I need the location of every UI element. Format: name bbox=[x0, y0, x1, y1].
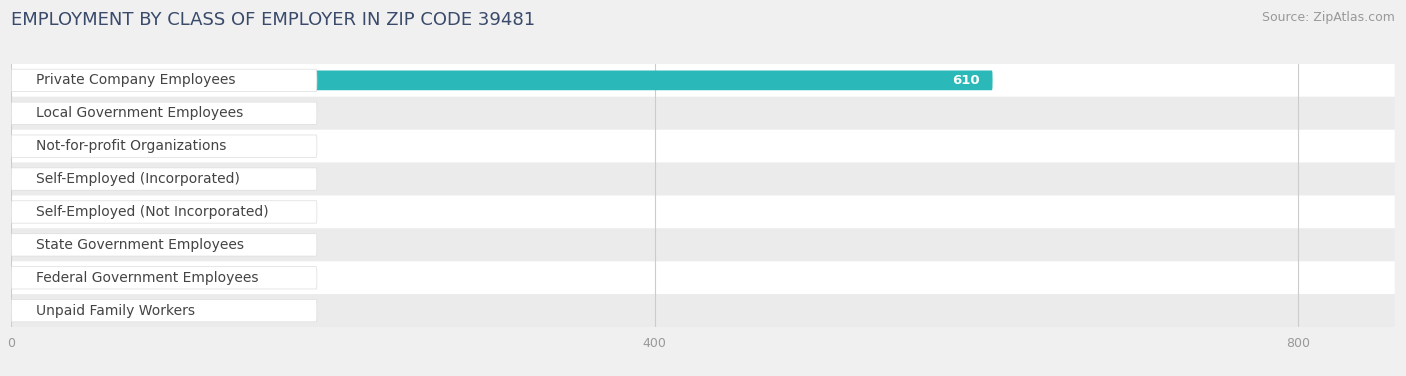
FancyBboxPatch shape bbox=[11, 196, 1395, 229]
FancyBboxPatch shape bbox=[11, 234, 316, 256]
FancyBboxPatch shape bbox=[11, 294, 1395, 327]
Text: Source: ZipAtlas.com: Source: ZipAtlas.com bbox=[1261, 11, 1395, 24]
Text: Federal Government Employees: Federal Government Employees bbox=[35, 271, 259, 285]
FancyBboxPatch shape bbox=[11, 235, 111, 255]
Text: 0: 0 bbox=[124, 205, 132, 218]
FancyBboxPatch shape bbox=[11, 301, 111, 320]
Text: Local Government Employees: Local Government Employees bbox=[35, 106, 243, 120]
FancyBboxPatch shape bbox=[11, 102, 316, 124]
Text: 0: 0 bbox=[124, 304, 132, 317]
FancyBboxPatch shape bbox=[11, 169, 111, 189]
FancyBboxPatch shape bbox=[11, 103, 111, 123]
FancyBboxPatch shape bbox=[11, 299, 316, 322]
FancyBboxPatch shape bbox=[11, 261, 1395, 294]
FancyBboxPatch shape bbox=[11, 69, 316, 91]
FancyBboxPatch shape bbox=[11, 229, 1395, 261]
Text: 62: 62 bbox=[124, 107, 141, 120]
Text: Self-Employed (Incorporated): Self-Employed (Incorporated) bbox=[35, 172, 239, 186]
Text: 0: 0 bbox=[124, 173, 132, 186]
Text: State Government Employees: State Government Employees bbox=[35, 238, 243, 252]
FancyBboxPatch shape bbox=[11, 130, 1395, 162]
FancyBboxPatch shape bbox=[11, 97, 1395, 130]
FancyBboxPatch shape bbox=[11, 135, 316, 157]
FancyBboxPatch shape bbox=[11, 268, 111, 288]
Text: 2: 2 bbox=[27, 139, 35, 153]
Text: EMPLOYMENT BY CLASS OF EMPLOYER IN ZIP CODE 39481: EMPLOYMENT BY CLASS OF EMPLOYER IN ZIP C… bbox=[11, 11, 536, 29]
FancyBboxPatch shape bbox=[11, 267, 316, 289]
FancyBboxPatch shape bbox=[11, 136, 14, 156]
FancyBboxPatch shape bbox=[11, 168, 316, 190]
Text: 0: 0 bbox=[124, 238, 132, 252]
Text: 0: 0 bbox=[124, 271, 132, 284]
Text: Private Company Employees: Private Company Employees bbox=[35, 73, 235, 87]
FancyBboxPatch shape bbox=[11, 64, 1395, 97]
Text: Not-for-profit Organizations: Not-for-profit Organizations bbox=[35, 139, 226, 153]
FancyBboxPatch shape bbox=[11, 162, 1395, 196]
Text: 610: 610 bbox=[952, 74, 980, 87]
FancyBboxPatch shape bbox=[11, 202, 111, 222]
Text: Self-Employed (Not Incorporated): Self-Employed (Not Incorporated) bbox=[35, 205, 269, 219]
FancyBboxPatch shape bbox=[11, 71, 993, 90]
FancyBboxPatch shape bbox=[11, 201, 316, 223]
Text: Unpaid Family Workers: Unpaid Family Workers bbox=[35, 304, 194, 318]
